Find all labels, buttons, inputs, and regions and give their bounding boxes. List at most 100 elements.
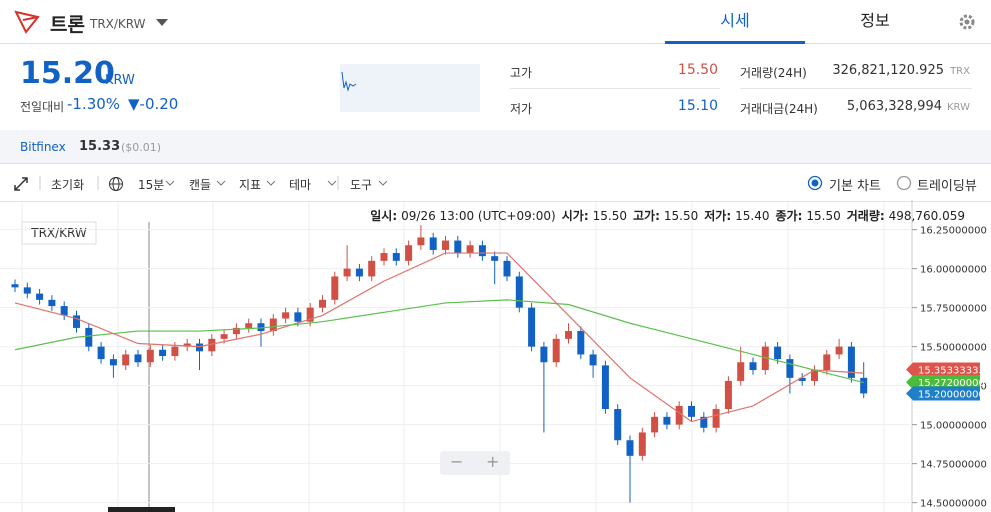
- symbol-label: TRX/KRW: [30, 226, 87, 240]
- candle-body: [331, 276, 339, 300]
- stat-row: 저가 15.10: [510, 92, 720, 122]
- moving-average: [14, 252, 864, 423]
- candle-body: [786, 359, 794, 378]
- candle-body: [405, 245, 413, 261]
- price-unit: KRW: [105, 73, 135, 88]
- candle-body: [675, 405, 683, 425]
- stat-row: 고가 15.50: [510, 55, 720, 89]
- y-tick-label: 15.75000000: [920, 304, 987, 315]
- info-value: 15.40: [735, 209, 770, 223]
- tool[interactable]: 도구: [350, 178, 373, 192]
- candle-body: [171, 346, 179, 356]
- price-tag-label: 15.27200000: [918, 378, 985, 389]
- info-label: 저가:: [704, 209, 732, 223]
- candle-body: [860, 377, 868, 394]
- candle-body: [269, 318, 277, 332]
- candle-body: [688, 405, 695, 417]
- info-value: 15.50: [806, 209, 841, 223]
- candle-body: [565, 331, 572, 339]
- candle-body: [48, 299, 56, 307]
- info-label: 거래량:: [846, 209, 885, 223]
- change-pct: -1.30%: [67, 95, 121, 113]
- candle-body: [478, 245, 486, 257]
- candle-body: [700, 416, 708, 428]
- radio-on[interactable]: [807, 175, 823, 191]
- candle-body: [85, 327, 93, 347]
- volume-unit: TRX: [950, 66, 970, 77]
- candle-body: [282, 312, 290, 319]
- candle-body: [663, 416, 671, 425]
- globe[interactable]: [108, 176, 124, 192]
- price-tag: [906, 375, 980, 390]
- tool[interactable]: 초기화: [51, 178, 85, 192]
- volume-value: 326,821,120.925: [832, 63, 944, 78]
- candle-body: [134, 354, 142, 363]
- price-tag-label: 15.35333333: [918, 366, 985, 377]
- candle-body: [774, 346, 782, 360]
- stat-label: 저가: [510, 102, 533, 116]
- info-label: 시가:: [561, 209, 589, 223]
- candle-body: [601, 365, 609, 410]
- mode[interactable]: 트레이딩뷰: [917, 179, 977, 194]
- candle-body: [417, 237, 425, 246]
- candle-body: [577, 331, 585, 355]
- tab[interactable]: 시세: [665, 0, 805, 44]
- candle-body: [552, 338, 560, 363]
- ohlc-info: 일시: 09/26 13:00 (UTC+09:00) 시가: 15.50 고가: 15.…: [370, 207, 971, 224]
- tab[interactable]: 정보: [860, 11, 890, 30]
- symbol-box: [21, 221, 97, 245]
- tool[interactable]: 테마: [289, 178, 312, 192]
- candle-body: [811, 370, 818, 381]
- tool[interactable]: 15분: [138, 178, 165, 192]
- candle-body: [528, 307, 536, 347]
- candle-body: [232, 327, 240, 335]
- candle-body: [196, 343, 203, 352]
- stat-label: 고가: [510, 66, 533, 80]
- tool[interactable]: 지표: [239, 178, 262, 192]
- y-tick-label: 16.00000000: [920, 265, 987, 276]
- volume-unit: KRW: [947, 102, 970, 113]
- candle-body: [712, 409, 720, 428]
- stat-value: 15.50: [677, 62, 718, 78]
- exchange-usd: ($0.01): [121, 141, 162, 154]
- candle-body: [454, 240, 462, 254]
- price-tag: [906, 386, 980, 401]
- tool[interactable]: 캔들: [189, 178, 212, 192]
- zoom-out[interactable]: −: [450, 452, 464, 471]
- candle-body: [220, 334, 228, 339]
- volume-label: 거래대금(24H): [740, 102, 818, 116]
- candle-body: [589, 354, 597, 366]
- candle-body: [306, 307, 314, 322]
- candle-body: [392, 253, 400, 261]
- top-bar: 트론 TRX/KRW 시세 정보: [0, 0, 991, 44]
- expand[interactable]: [14, 177, 28, 191]
- candle-body: [380, 253, 388, 261]
- chevrons: [39, 176, 388, 190]
- change-abs: ▼-0.20: [128, 95, 179, 113]
- candle-body: [208, 338, 216, 352]
- candle-body: [847, 346, 855, 378]
- y-tick-label: 14.50000000: [920, 499, 987, 510]
- mode[interactable]: 기본 차트: [829, 179, 881, 194]
- exchange-name: Bitfinex: [20, 140, 66, 154]
- candle-body: [11, 284, 19, 288]
- candle-body: [122, 354, 130, 366]
- info-label: 종가:: [775, 209, 803, 223]
- info-label: 고가:: [632, 209, 660, 223]
- zoom-in[interactable]: +: [486, 452, 500, 471]
- volume-label: 거래량(24H): [740, 66, 807, 80]
- candle-body: [651, 416, 659, 433]
- candle-body: [23, 287, 31, 294]
- candle-body: [491, 256, 499, 261]
- moving-average: [14, 299, 864, 384]
- radio-off[interactable]: [896, 175, 912, 191]
- y-tick-label: 15.50000000: [920, 343, 987, 354]
- info-value: 498,760.059: [888, 209, 965, 223]
- info-value: 15.50: [663, 209, 699, 223]
- logo: [14, 10, 40, 34]
- settings[interactable]: [958, 13, 976, 31]
- dropdown[interactable]: [155, 18, 169, 28]
- price-tag: [906, 362, 980, 377]
- candle-body: [36, 293, 44, 300]
- candle-body: [761, 346, 769, 371]
